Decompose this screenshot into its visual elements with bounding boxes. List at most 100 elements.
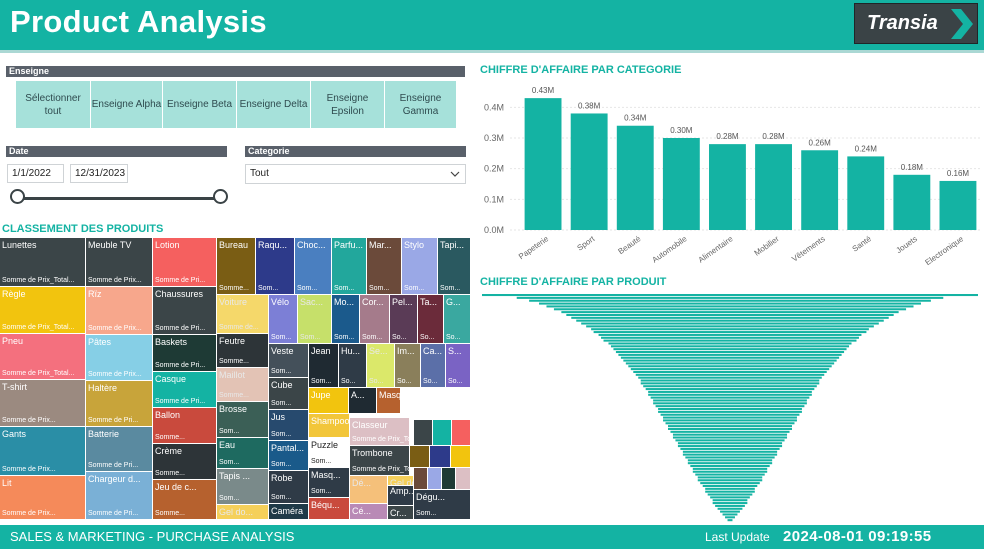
treemap-tile[interactable]: S... So... — [446, 344, 471, 388]
treemap-tile[interactable]: Veste Som... — [269, 344, 309, 378]
treemap-tile[interactable]: Sac... Som... — [298, 295, 332, 344]
treemap-tile-label: Voiture — [219, 297, 248, 307]
treemap-tile[interactable]: Jus Som... — [269, 410, 309, 441]
treemap-tile[interactable]: Trombone Somme de Prix_Total... — [350, 446, 410, 476]
treemap-tile[interactable]: Règle Somme de Prix_Total... — [0, 287, 86, 334]
treemap-tile[interactable]: G... So... — [444, 295, 471, 344]
treemap-tile[interactable]: Jean Som... — [309, 344, 339, 388]
enseigne-option-epsilon[interactable]: Enseigne Epsilon — [311, 81, 385, 128]
treemap-tile[interactable]: Feutre Somme... — [217, 334, 269, 368]
enseigne-option-beta[interactable]: Enseigne Beta — [163, 81, 237, 128]
treemap-tile[interactable]: Pneu Somme de Prix_Total... — [0, 334, 86, 380]
treemap-small-tile[interactable] — [414, 468, 428, 490]
treemap-tile[interactable]: Ta... So... — [418, 295, 444, 344]
treemap-tile[interactable]: Ballon Somme... — [153, 408, 217, 444]
enseigne-option-gamma[interactable]: Enseigne Gamma — [385, 81, 457, 128]
treemap-tile[interactable]: Brosse Som... — [217, 402, 269, 438]
treemap-tile[interactable]: Robe Som... — [269, 471, 309, 504]
treemap-tile[interactable]: Lunettes Somme de Prix_Total... — [0, 238, 86, 287]
treemap-tile[interactable]: Pâtes Somme de Prix... — [86, 335, 153, 381]
categorie-dropdown[interactable]: Tout — [245, 164, 466, 184]
treemap-tile[interactable]: Cube Som... — [269, 378, 309, 410]
treemap-tile[interactable]: Pantal... Som... — [269, 441, 309, 471]
product-bar — [685, 456, 775, 459]
treemap-tile[interactable]: Batterie Somme de Pri... — [86, 427, 153, 472]
treemap-tile[interactable]: Vélo Som... — [269, 295, 298, 344]
treemap-tile[interactable]: Rïz Somme de Prix... — [86, 287, 153, 335]
treemap-tile[interactable]: Bureau Somme... — [217, 238, 256, 295]
treemap-small-tile[interactable] — [414, 420, 433, 446]
treemap-tile[interactable]: Mar... Som... — [367, 238, 402, 295]
treemap-tile[interactable]: Meuble TV Somme de Prix... — [86, 238, 153, 287]
treemap-tile[interactable]: Raqu... Som... — [256, 238, 295, 295]
treemap-tile-label: Classeur — [352, 420, 388, 430]
treemap-tile[interactable]: Cé... — [350, 504, 388, 520]
treemap-tile[interactable]: Cr... — [388, 506, 414, 520]
treemap-tile-label: Règle — [2, 289, 26, 299]
treemap-tile[interactable]: Parfu... Som... — [332, 238, 367, 295]
enseigne-option-alpha[interactable]: Enseigne Alpha — [91, 81, 163, 128]
date-end-input[interactable]: 12/31/2023 — [70, 164, 128, 183]
product-chart-title: CHIFFRE D'AFFAIRE PAR PRODUIT — [480, 276, 667, 288]
treemap-small-tile[interactable] — [442, 468, 456, 490]
treemap-tile[interactable]: Stylo Som... — [402, 238, 438, 295]
treemap-tile[interactable]: Amp... — [388, 484, 414, 506]
treemap-tile[interactable]: Lit Somme de Prix... — [0, 476, 86, 520]
treemap-tile[interactable]: Maillot Somme... — [217, 368, 269, 402]
date-range-start-handle[interactable] — [10, 189, 25, 204]
treemap-tile[interactable]: Masque — [377, 388, 401, 414]
category-bar-chart: 0.0M 0.1M 0.2M 0.3M 0.4M 0.43M Papeterie 0.38M S… — [484, 86, 981, 267]
treemap-tile[interactable]: Mo... Som... — [332, 295, 360, 344]
treemap-tile[interactable]: Jupe — [309, 388, 349, 414]
treemap-small-tile[interactable] — [452, 420, 471, 446]
treemap-tile[interactable]: Masq... Som... — [309, 468, 350, 498]
treemap-tile[interactable]: Puzzle Som... — [309, 438, 350, 468]
treemap-tile[interactable]: Gel do... — [388, 476, 414, 486]
treemap-tile[interactable]: Lotion Somme de Pri... — [153, 238, 217, 287]
treemap-tile[interactable]: Gel do... — [217, 505, 269, 520]
enseigne-option-delta[interactable]: Enseigne Delta — [237, 81, 311, 128]
treemap-tile-value-label: Somme de Prix_Total... — [352, 466, 409, 473]
date-range-end-handle[interactable] — [213, 189, 228, 204]
treemap-small-tile[interactable] — [456, 468, 471, 490]
treemap-tile[interactable]: Chaussures Somme de Pri... — [153, 287, 217, 335]
bar — [662, 138, 700, 230]
treemap-tile[interactable]: Dé... — [350, 476, 388, 504]
treemap-tile[interactable]: Haltère Somme de Pri... — [86, 381, 153, 427]
treemap-small-tile[interactable] — [430, 446, 451, 468]
treemap-tile[interactable]: Crème Somme... — [153, 444, 217, 480]
treemap-tile[interactable]: Baskets Somme de Pri... — [153, 335, 217, 372]
treemap-small-tile[interactable] — [410, 446, 430, 468]
treemap-tile[interactable]: Chargeur d... Somme de Pri... — [86, 472, 153, 520]
treemap-tile[interactable]: Eau Som... — [217, 438, 269, 469]
treemap-tile[interactable]: Voiture Somme de... — [217, 295, 269, 334]
treemap-tile[interactable]: Choc... Som... — [295, 238, 332, 295]
treemap-tile[interactable]: Hu... So... — [339, 344, 367, 388]
treemap-tile[interactable]: Jeu de c... Somme... — [153, 480, 217, 520]
treemap-tile-label: Baskets — [155, 337, 188, 347]
treemap-tile[interactable]: Pel... So... — [390, 295, 418, 344]
treemap-tile[interactable]: Caméra — [269, 504, 309, 520]
date-start-input[interactable]: 1/1/2022 — [7, 164, 64, 183]
treemap-small-tile[interactable] — [428, 468, 442, 490]
treemap-tile[interactable]: T-shirt Somme de Prix... — [0, 380, 86, 427]
treemap-small-tile[interactable] — [451, 446, 471, 468]
treemap-tile[interactable]: Casque Somme de Pri... — [153, 372, 217, 408]
treemap-tile[interactable]: Shampooing — [309, 414, 350, 438]
product-bar — [725, 516, 735, 519]
treemap-tile[interactable]: Gants Somme de Prix... — [0, 427, 86, 476]
treemap-tile[interactable]: Ca... So... — [421, 344, 446, 388]
enseigne-option-select-all[interactable]: Sélectionner tout — [16, 81, 91, 128]
treemap-small-tile[interactable] — [433, 420, 452, 446]
treemap-tile[interactable]: Cor... Som... — [360, 295, 390, 344]
treemap-tile[interactable]: A... — [349, 388, 377, 414]
treemap-tile[interactable]: Tapis ... Som... — [217, 469, 269, 505]
treemap-tile[interactable]: Dégu... Som... — [414, 490, 471, 520]
treemap-tile[interactable]: Classeur Somme de Prix_Total... — [350, 418, 410, 446]
treemap-tile[interactable]: Im... So... — [395, 344, 421, 388]
treemap-tile-value-label: Som... — [311, 378, 332, 385]
treemap-tile[interactable]: Tapi... Som... — [438, 238, 471, 295]
treemap-tile[interactable]: Se... So... — [367, 344, 395, 388]
product-bar — [710, 496, 750, 499]
treemap-tile[interactable]: Béqu... — [309, 498, 350, 520]
